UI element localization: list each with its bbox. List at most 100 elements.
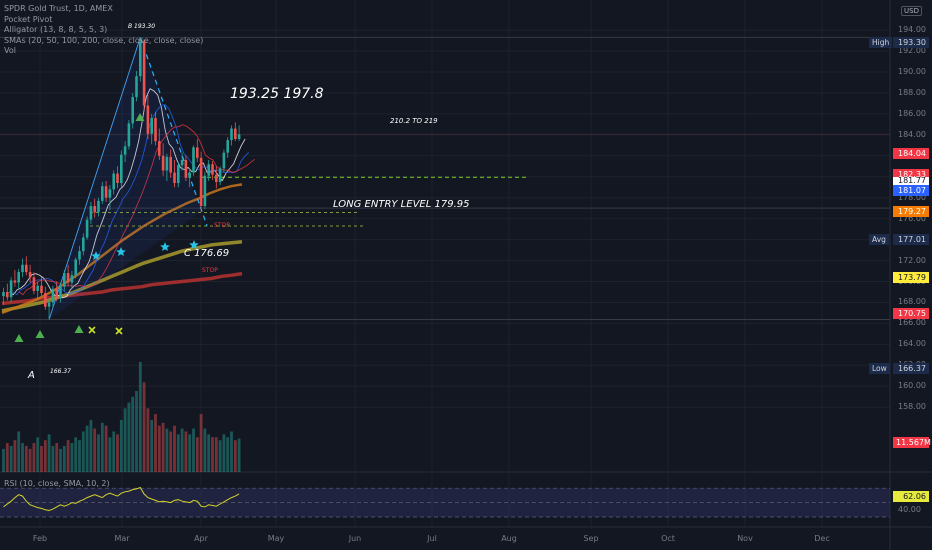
volume-bar (62, 445, 66, 472)
volume-bar (116, 434, 119, 472)
sma-cross-marker (88, 326, 96, 334)
currency-badge[interactable]: USD (901, 6, 922, 16)
candle-body (82, 237, 85, 252)
candle-body (2, 291, 5, 297)
candle-body (55, 288, 58, 299)
volume-bar (214, 437, 218, 472)
rsi-tick-label: 40.00 (898, 504, 921, 514)
candle-body (28, 272, 32, 278)
volume-bar (142, 382, 146, 472)
candle-body (93, 206, 96, 213)
sma-red-short-label: 182.33 (893, 169, 929, 180)
indicator-legend: SPDR Gold Trust, 1D, AMEX Pocket Pivot A… (4, 4, 203, 57)
volume-bar (112, 431, 116, 472)
volume-bar (13, 440, 17, 472)
legend-volume[interactable]: Vol (4, 46, 16, 55)
volume-bar (85, 425, 89, 472)
candle-body (131, 97, 134, 124)
price-tick-label: 186.00 (898, 108, 926, 118)
candle-body (230, 128, 233, 141)
volume-bar (123, 408, 127, 472)
legend-smas[interactable]: SMAs (20, 50, 100, 200, close, close, cl… (4, 35, 204, 45)
c-point-label: C 176.69 (184, 248, 230, 259)
volume-bar (207, 434, 211, 472)
alligator-signal-triangle (35, 330, 45, 338)
price-tick-label: 164.00 (898, 339, 926, 349)
candle-body (127, 123, 131, 147)
alligator-signal-triangle (14, 334, 24, 342)
alligator-signal-triangle (74, 325, 84, 333)
avg-price-label: 177.01 (893, 234, 929, 245)
candle-body (51, 288, 55, 303)
candle-body (70, 275, 74, 283)
candle-body (66, 273, 70, 283)
legend-pocket-pivot[interactable]: Pocket Pivot (4, 14, 53, 24)
rsi-value-label: 62.06 (893, 491, 929, 502)
volume-bar (211, 437, 214, 472)
candle-body (173, 172, 176, 184)
candle-body (89, 206, 93, 220)
candle-body (101, 186, 104, 201)
candle-body (142, 41, 146, 106)
volume-bar (17, 431, 21, 472)
volume-bar (161, 422, 165, 472)
pocket-pivot-star (116, 247, 126, 256)
candle-body (9, 280, 13, 298)
candle-body (234, 128, 237, 140)
volume-bar (66, 440, 70, 472)
volume-bar (40, 445, 43, 472)
volume-bar (192, 428, 195, 472)
volume-bar (173, 425, 176, 472)
candle-body (47, 302, 51, 307)
volume-bar (28, 448, 32, 472)
volume-bar (203, 428, 207, 472)
alligator-line (9, 88, 246, 299)
volume-bar (119, 419, 123, 472)
volume-bar (108, 437, 112, 472)
legend-alligator[interactable]: Alligator (13, 8, 8, 5, 5, 3) (4, 25, 108, 34)
time-tick-label: May (267, 534, 285, 543)
time-tick-label: Jul (427, 534, 437, 543)
volume-bar (81, 431, 85, 472)
rsi-legend[interactable]: RSI (10, close, SMA, 10, 2) (4, 479, 110, 488)
volume-bar (131, 396, 135, 472)
volume-bar (195, 437, 199, 472)
volume-bar (78, 440, 81, 472)
volume-bar (2, 448, 5, 472)
volume-bar (180, 428, 184, 472)
candle-body (97, 200, 100, 213)
pivot-markers (14, 113, 199, 342)
volume-bar (230, 431, 233, 472)
candlesticks (2, 37, 241, 320)
peak-b-label: B 193.30 (128, 23, 156, 30)
time-tick-label: Feb (32, 534, 48, 543)
candle-body (192, 147, 195, 173)
volume-bar (32, 443, 36, 472)
volume-bar (157, 425, 161, 472)
candle-body (161, 155, 165, 171)
sma-orange-label: 179.27 (893, 206, 929, 217)
stop-label: STOP (202, 267, 218, 274)
price-tick-label: 192.00 (898, 46, 926, 56)
rsi-line (3, 486, 240, 512)
candle-body (184, 159, 188, 178)
price-tick-label: 194.00 (898, 25, 926, 35)
candle-body (44, 293, 47, 307)
candle-body (146, 105, 150, 134)
avg-tag: Avg (869, 234, 889, 245)
price-tick-label: 176.00 (898, 213, 926, 223)
candle-body (222, 152, 226, 169)
volume-bar (104, 425, 108, 472)
candle-body (211, 164, 214, 175)
symbol-title[interactable]: SPDR Gold Trust, 1D, AMEX (4, 4, 113, 13)
a-point-label: A (28, 370, 35, 381)
alligator-signal-triangle (135, 113, 145, 121)
volume-bar (146, 408, 150, 472)
price-tick-label: 168.00 (898, 297, 926, 307)
candle-body (154, 118, 157, 142)
candle-body (74, 259, 77, 276)
candle-body (36, 285, 39, 291)
target2-annotation: 210.2 TO 219 (390, 117, 438, 125)
last-price-label: 184.04 (893, 148, 929, 159)
